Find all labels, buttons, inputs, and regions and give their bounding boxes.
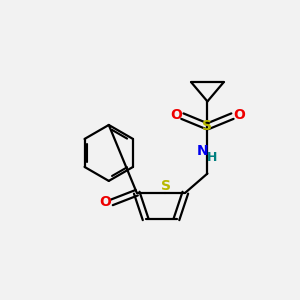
- Text: O: O: [233, 108, 245, 122]
- Text: H: H: [207, 152, 217, 164]
- Text: S: S: [161, 179, 171, 193]
- Text: O: O: [170, 108, 182, 122]
- Text: N: N: [196, 145, 208, 158]
- Text: S: S: [202, 119, 212, 134]
- Text: O: O: [99, 195, 111, 209]
